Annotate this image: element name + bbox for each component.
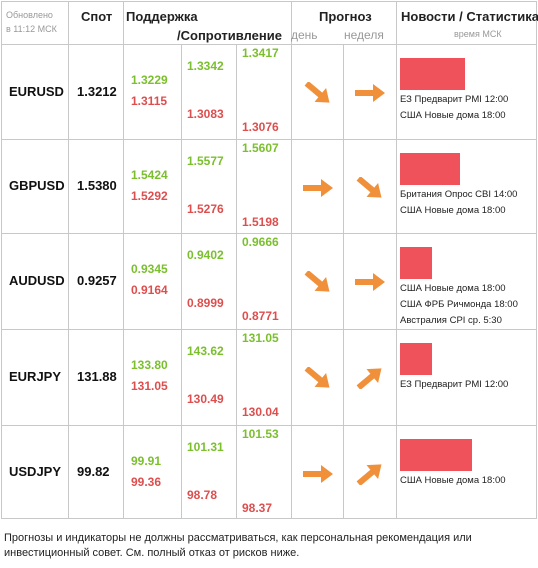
column-divider — [291, 1, 292, 518]
support-header: Поддержка — [126, 9, 198, 24]
spot-price: 131.88 — [77, 369, 117, 384]
news-importance-bar — [400, 343, 432, 375]
arrow-down-right-icon — [353, 176, 387, 199]
support-level-2: 101.31 — [187, 440, 224, 454]
arrow-right-icon — [301, 463, 335, 485]
resistance-level-3: 130.04 — [242, 405, 279, 419]
updated-time: в 11:12 МСК — [6, 24, 57, 34]
spot-price: 1.5380 — [77, 178, 117, 193]
news-item[interactable]: США Новые дома 18:00 — [400, 110, 506, 121]
news-item[interactable]: США Новые дома 18:00 — [400, 475, 506, 486]
news-importance-bar — [400, 247, 432, 279]
column-divider — [343, 44, 344, 518]
column-divider — [396, 1, 397, 518]
news-header: Новости / Статистика — [401, 9, 538, 24]
support-level-1: 1.3229 — [131, 73, 168, 87]
resistance-level-3: 1.3076 — [242, 120, 279, 134]
column-divider — [181, 44, 182, 518]
disclaimer-text: Прогнозы и индикаторы не должны рассматр… — [4, 532, 472, 559]
resistance-level-2: 0.8999 — [187, 296, 224, 310]
pair-name[interactable]: EURJPY — [9, 369, 62, 384]
forex-table: Обновлено в 11:12 МСК Спот Поддержка/Сопрот… — [1, 1, 538, 519]
resistance-level-1: 131.05 — [131, 379, 168, 393]
row-divider — [1, 329, 537, 330]
forecast-header: Прогноз — [319, 9, 372, 24]
resistance-level-2: 1.3083 — [187, 107, 224, 121]
pair-name[interactable]: EURUSD — [9, 83, 64, 99]
resistance-level-2: 130.49 — [187, 392, 224, 406]
support-level-3: 0.9666 — [242, 235, 279, 249]
arrow-right-icon — [301, 177, 335, 199]
row-divider — [1, 233, 537, 234]
row-divider — [1, 139, 537, 140]
support-level-3: 1.5607 — [242, 141, 279, 155]
resistance-level-2: 98.78 — [187, 488, 218, 502]
news-item[interactable]: Австралия CPI ср. 5:30 — [400, 315, 502, 326]
support-level-1: 1.5424 — [131, 168, 168, 182]
resistance-level-3: 0.8771 — [242, 309, 279, 323]
news-item[interactable]: Британия Опрос CBI 14:00 — [400, 189, 518, 200]
arrow-right-icon — [353, 271, 387, 293]
resistance-level-1: 0.9164 — [131, 283, 168, 297]
row-divider — [1, 44, 537, 45]
support-level-1: 99.91 — [131, 454, 162, 468]
support-level-3: 131.05 — [242, 331, 279, 345]
news-item[interactable]: ЕЗ Предварит PMI 12:00 — [400, 379, 509, 390]
forecast-week-header: неделя — [344, 28, 384, 42]
row-divider — [1, 518, 537, 519]
support-level-2: 143.62 — [187, 344, 224, 358]
forecast-day-header: день — [291, 28, 318, 42]
arrow-up-right-icon — [353, 463, 387, 486]
row-divider — [1, 1, 537, 2]
time-zone-note: время МСК — [454, 29, 502, 39]
column-divider — [236, 44, 237, 518]
news-item[interactable]: США Новые дома 18:00 — [400, 283, 506, 294]
spot-price: 99.82 — [77, 463, 110, 479]
column-divider — [536, 1, 537, 518]
support-level-2: 1.5577 — [187, 154, 224, 168]
support-level-1: 0.9345 — [131, 262, 168, 276]
news-importance-bar — [400, 153, 460, 185]
spot-price: 0.9257 — [77, 273, 117, 288]
support-level-2: 1.3342 — [187, 59, 224, 73]
resistance-level-1: 1.3115 — [131, 94, 168, 108]
resistance-level-3: 1.5198 — [242, 215, 279, 229]
column-divider — [1, 1, 2, 518]
resistance-level-1: 1.5292 — [131, 189, 168, 203]
resistance-level-2: 1.5276 — [187, 202, 224, 216]
pair-name[interactable]: AUDUSD — [9, 273, 65, 288]
arrow-down-right-icon — [301, 270, 335, 293]
row-divider — [1, 425, 537, 426]
resistance-header: /Сопротивление — [177, 28, 282, 43]
resistance-level-1: 99.36 — [131, 475, 162, 489]
spot-header: Спот — [81, 9, 113, 24]
arrow-up-right-icon — [353, 367, 387, 390]
support-level-1: 133.80 — [131, 358, 168, 372]
support-level-3: 1.3417 — [242, 46, 279, 60]
arrow-down-right-icon — [301, 366, 335, 389]
arrow-down-right-icon — [301, 81, 335, 104]
pair-name[interactable]: USDJPY — [9, 463, 62, 479]
pair-name[interactable]: GBPUSD — [9, 178, 65, 193]
spot-price: 1.3212 — [77, 83, 117, 99]
news-importance-bar — [400, 58, 465, 90]
arrow-right-icon — [353, 82, 387, 104]
column-divider — [123, 1, 124, 518]
news-item[interactable]: ЕЗ Предварит PMI 12:00 — [400, 94, 509, 105]
support-level-2: 0.9402 — [187, 248, 224, 262]
updated-label: Обновлено — [6, 10, 53, 20]
resistance-level-3: 98.37 — [242, 501, 273, 515]
column-divider — [68, 1, 69, 518]
support-level-3: 101.53 — [242, 427, 279, 441]
news-item[interactable]: США ФРБ Ричмонда 18:00 — [400, 299, 518, 310]
news-importance-bar — [400, 439, 472, 471]
news-item[interactable]: США Новые дома 18:00 — [400, 205, 506, 216]
